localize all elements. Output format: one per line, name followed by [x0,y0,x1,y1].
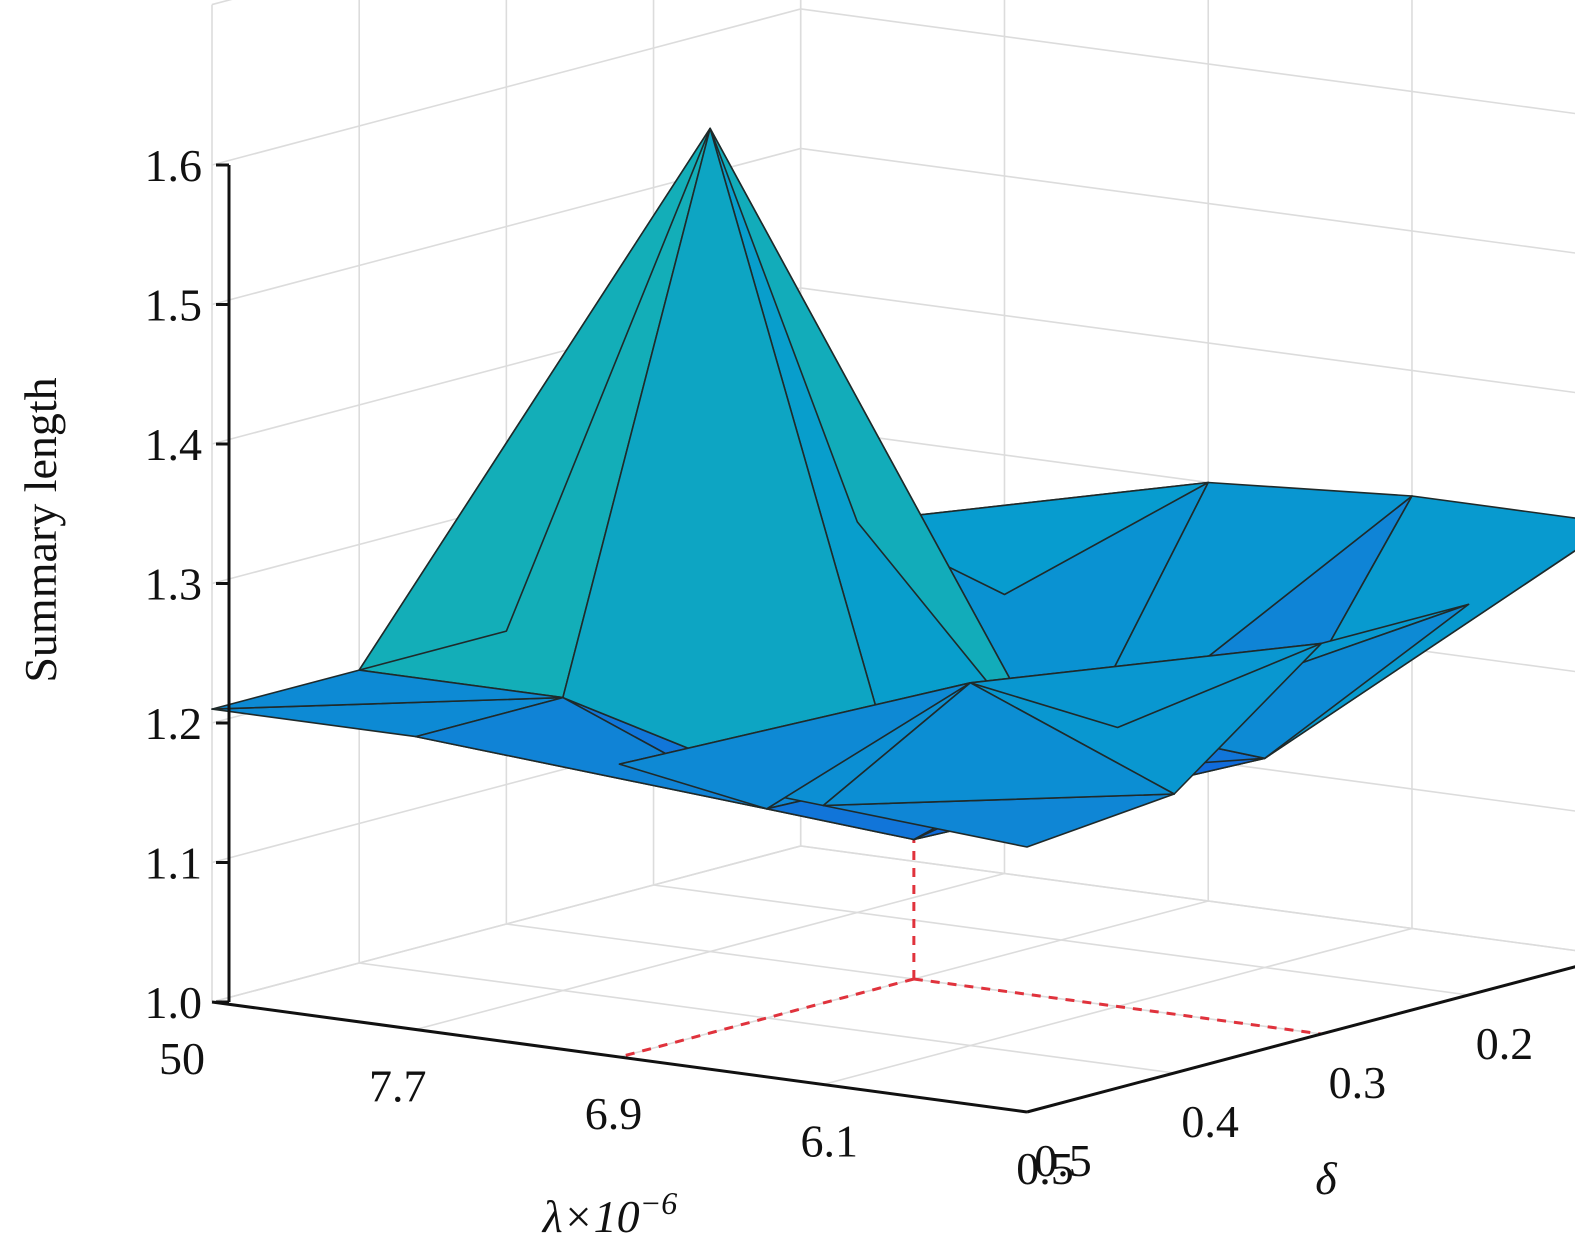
x-tick-label: 50 [159,1033,205,1084]
surface-facet-2-0-b [618,681,972,810]
surface-facet-1-2-b [709,127,1062,774]
x-axis-label-exponent: −6 [640,1185,678,1221]
z-tick-label: 1.4 [145,419,203,470]
grid-line-z-level [211,8,1575,166]
y-tick-label: 0.4 [1181,1096,1239,1147]
grid-line-z-level [211,287,1575,445]
grid-line-z-level [211,0,233,6]
surface-facet-3-0-b [822,681,1175,807]
surface-facet-3-1-b [969,642,1323,729]
tick-labels: 1.0 1.1 1.2 1.3 1.4 1.5 1.6 50 7.7 6.9 6.1 0.50.5 0.… [145,140,1534,1194]
y-tick-label: 0.5 [1034,1135,1092,1186]
x-tick-label: 0.5 [1016,1143,1074,1194]
x-axis-label: λ×10−6 [541,1185,678,1242]
x-tick-label: 6.9 [585,1088,643,1139]
x-tick-label: 6.1 [801,1116,859,1167]
surface-facets [211,127,1575,848]
y-tick-label: 0.3 [1329,1057,1387,1108]
y-axis-line [1026,965,1575,1114]
x-tick-label: 7.7 [369,1061,427,1112]
z-tick-label: 1.0 [145,977,203,1028]
surface-facet-0-1-b [358,127,711,671]
z-tick-label: 1.1 [145,838,203,889]
grid-line-floor-y [800,845,1575,952]
surface-facet-0-0-b [211,669,564,710]
grid-line-z-level [211,147,1575,306]
x-axis-line [211,1000,1028,1114]
y-axis-label: δ [1315,1153,1337,1204]
z-tick-label: 1.3 [145,559,203,610]
z-tick-label: 1.6 [145,140,203,191]
marker-guides [619,839,1322,1059]
y-tick-label: 0.2 [1476,1018,1534,1069]
grid-line-floor-y [653,884,1469,996]
marker-y-guide [913,977,1322,1036]
z-tick-label: 1.5 [145,280,203,331]
axes [211,163,1575,1114]
z-tick-label: 1.2 [145,698,203,749]
x-axis-label-base: λ×10 [541,1191,640,1242]
z-axis-label: Summary length [15,377,66,682]
grid-line-z-level [211,845,1575,1003]
